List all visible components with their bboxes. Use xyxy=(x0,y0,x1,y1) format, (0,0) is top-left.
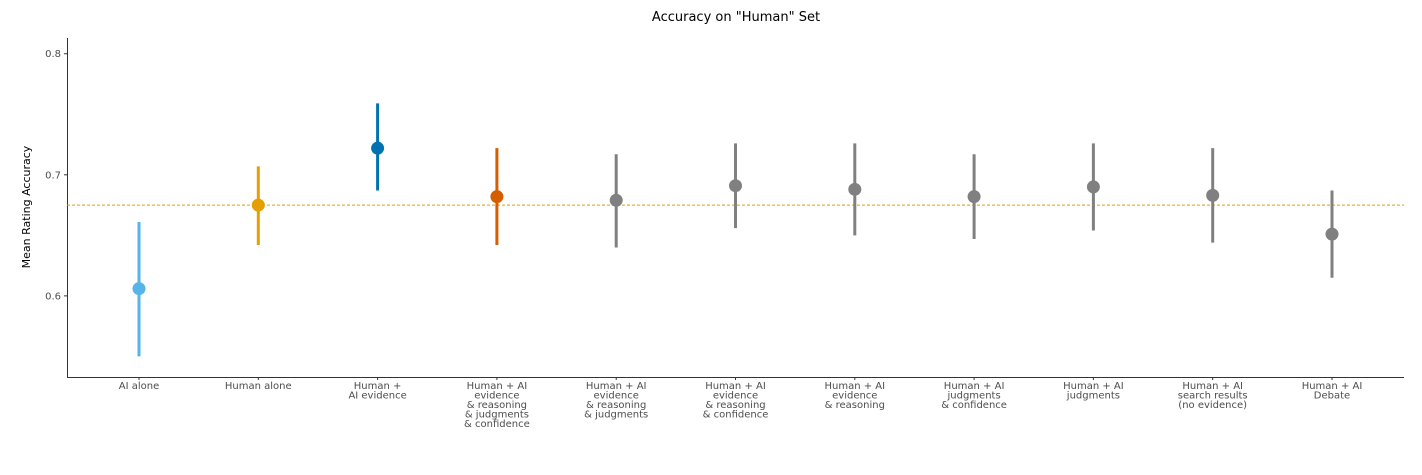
x-tick-label: Human + AI Debate xyxy=(1302,381,1363,402)
data-point xyxy=(371,141,385,155)
x-tick-label: Human + AI judgments xyxy=(1063,381,1124,402)
x-tick-label: Human alone xyxy=(225,381,292,392)
y-axis-label: Mean Rating Accuracy xyxy=(20,145,33,268)
x-tick-label: Human + AI evidence & reasoning xyxy=(825,381,886,411)
y-tick-label: 0.7 xyxy=(45,170,61,181)
y-tick-label: 0.6 xyxy=(45,291,61,302)
data-point xyxy=(729,179,742,193)
x-tick-label: AI alone xyxy=(119,381,159,392)
x-tick-label: Human + AI judgments & confidence xyxy=(941,381,1007,411)
data-point xyxy=(609,193,623,207)
x-tick-label: Human + AI evidence & reasoning & confidenc… xyxy=(703,381,769,421)
data-point xyxy=(251,198,265,212)
data-point xyxy=(1325,227,1339,241)
data-point xyxy=(848,182,862,196)
x-tick-label: Human + AI search results (no evidence) xyxy=(1178,381,1248,411)
data-point xyxy=(967,190,981,204)
chart-title: Accuracy on "Human" Set xyxy=(652,10,820,25)
x-tick-label: Human + AI evidence xyxy=(348,381,406,402)
data-point xyxy=(490,190,504,204)
data-point xyxy=(132,282,146,296)
data-point xyxy=(1206,188,1220,202)
x-tick-label: Human + AI evidence & reasoning & judgments xyxy=(584,381,648,421)
x-tick-label: Human + AI evidence & reasoning & judgments… xyxy=(464,381,530,430)
data-point xyxy=(1086,180,1100,194)
y-tick-label: 0.8 xyxy=(45,49,61,60)
